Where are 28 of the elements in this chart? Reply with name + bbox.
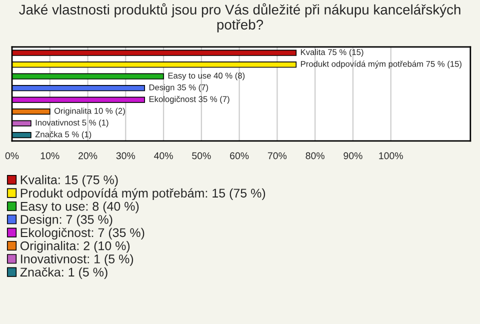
data-label: Easy to use 40 % (8) bbox=[168, 72, 245, 80]
x-tick-label: 0% bbox=[5, 152, 19, 160]
legend-label: Produkt odpovídá mým potřebám: 15 (75 %) bbox=[20, 188, 266, 200]
legend-label: Originalita: 2 (10 %) bbox=[20, 241, 130, 253]
legend-label: Inovativnost: 1 (5 %) bbox=[21, 254, 134, 266]
data-label: Kvalita 75 % (15) bbox=[300, 48, 364, 57]
x-tick-label: 20% bbox=[78, 152, 98, 160]
chart-title: Jaké vlastnosti produktů jsou pro Vás důležité při nákupu kancelářských potřeb? bbox=[19, 3, 460, 32]
legend-label: Easy to use: 8 (40 %) bbox=[20, 202, 139, 214]
data-label: Inovativnost 5 % (1) bbox=[36, 119, 108, 128]
x-tick-label: 80% bbox=[306, 152, 324, 160]
x-tick-label: 60% bbox=[230, 152, 249, 160]
x-tick-label: 10% bbox=[40, 152, 60, 160]
x-tick-label: 30% bbox=[116, 152, 136, 160]
x-tick-label: 100% bbox=[379, 152, 403, 160]
legend-label: Ekologičnost: 7 (35 %) bbox=[20, 228, 144, 240]
x-tick-label: 50% bbox=[192, 152, 211, 160]
data-label: Značka 5 % (1) bbox=[35, 131, 92, 139]
data-label: Originalita 10 % (2) bbox=[54, 108, 125, 116]
legend-label: Design: 7 (35 %) bbox=[20, 214, 112, 226]
data-label: Produkt odpovídá mým potřebám 75 % (15) bbox=[300, 60, 462, 69]
legend-label: Kvalita: 15 (75 %) bbox=[20, 175, 118, 187]
legend-label: Značka: 1 (5 %) bbox=[20, 267, 108, 280]
x-tick-label: 90% bbox=[344, 152, 362, 160]
x-tick-label: 40% bbox=[154, 152, 173, 160]
x-tick-label: 70% bbox=[268, 152, 287, 160]
data-label: Ekologičnost 35 % (7) bbox=[149, 96, 230, 104]
data-label: Design 35 % (7) bbox=[149, 84, 208, 92]
